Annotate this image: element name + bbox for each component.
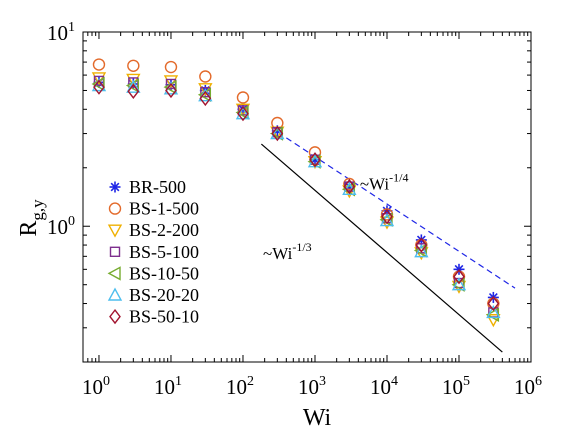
legend-marker xyxy=(108,202,122,215)
x-tick-label: 100 xyxy=(82,374,110,399)
data-point xyxy=(127,83,140,99)
x-tick-label: 106 xyxy=(514,374,542,399)
legend-label: BR-500 xyxy=(129,177,186,197)
data-point xyxy=(235,106,251,120)
data-point xyxy=(127,59,140,72)
legend-marker xyxy=(107,287,123,301)
y-axis-label-sub: g,y xyxy=(28,199,47,221)
data-point xyxy=(343,178,356,195)
legend-marker xyxy=(109,181,121,193)
legend-label: BS-2-200 xyxy=(129,220,199,240)
data-point xyxy=(199,90,212,107)
data-point xyxy=(270,126,285,140)
legend: BR-500BS-1-500BS-2-200BS-5-100BS-10-50BS… xyxy=(107,177,199,327)
x-tick-label: 101 xyxy=(154,374,182,399)
x-tick-label: 104 xyxy=(370,374,398,399)
data-point xyxy=(164,60,178,74)
scaling-line xyxy=(260,143,503,353)
x-axis-label: Wi xyxy=(303,405,332,431)
data-point xyxy=(237,105,249,122)
legend-label: BS-20-20 xyxy=(129,285,199,305)
x-tick-label: 102 xyxy=(226,374,254,399)
data-point xyxy=(199,70,212,83)
asterisk-stroke xyxy=(110,182,120,192)
data-point xyxy=(309,152,321,168)
data-markers xyxy=(91,58,501,328)
data-point xyxy=(271,125,284,142)
y-tick-label: 100 xyxy=(47,214,75,239)
legend-marker xyxy=(107,266,121,281)
data-point xyxy=(487,295,500,312)
scaling-line xyxy=(286,137,516,289)
y-axis-label-main: R xyxy=(16,221,42,237)
data-point xyxy=(165,82,177,99)
legend-marker xyxy=(107,224,123,238)
scaling-label: ~Wi-1/4 xyxy=(360,170,409,193)
data-point xyxy=(163,75,179,89)
x-tick-label: 103 xyxy=(298,374,326,399)
data-point xyxy=(453,269,465,285)
scaling-label: ~Wi-1/3 xyxy=(263,240,312,263)
plot-frame xyxy=(82,31,532,363)
data-point xyxy=(451,277,467,291)
legend-label: BS-50-10 xyxy=(129,307,199,327)
data-point xyxy=(93,79,105,95)
data-point xyxy=(414,244,429,258)
legend-marker xyxy=(109,246,121,258)
data-point xyxy=(415,237,428,253)
legend-label: BS-10-50 xyxy=(129,263,199,283)
y-tick-label: 101 xyxy=(47,20,75,45)
data-point xyxy=(381,209,393,225)
data-point xyxy=(126,79,141,93)
legend-marker xyxy=(109,308,121,325)
y-axis-label: Rg,y xyxy=(16,199,47,237)
y-axis-ticks: 100 101 xyxy=(47,20,531,363)
scaling-lines: ~Wi-1/4 ~Wi-1/3 xyxy=(260,137,516,353)
data-point xyxy=(235,103,251,117)
data-point xyxy=(486,304,501,319)
data-point xyxy=(236,91,250,104)
x-axis-ticks: 100 101 102 103 104 105 106 xyxy=(82,32,542,399)
legend-label: BS-5-100 xyxy=(129,242,199,262)
plot-box xyxy=(82,31,532,363)
data-point xyxy=(92,58,106,71)
legend-label: BS-1-500 xyxy=(129,199,199,219)
x-tick-label: 105 xyxy=(442,374,470,399)
